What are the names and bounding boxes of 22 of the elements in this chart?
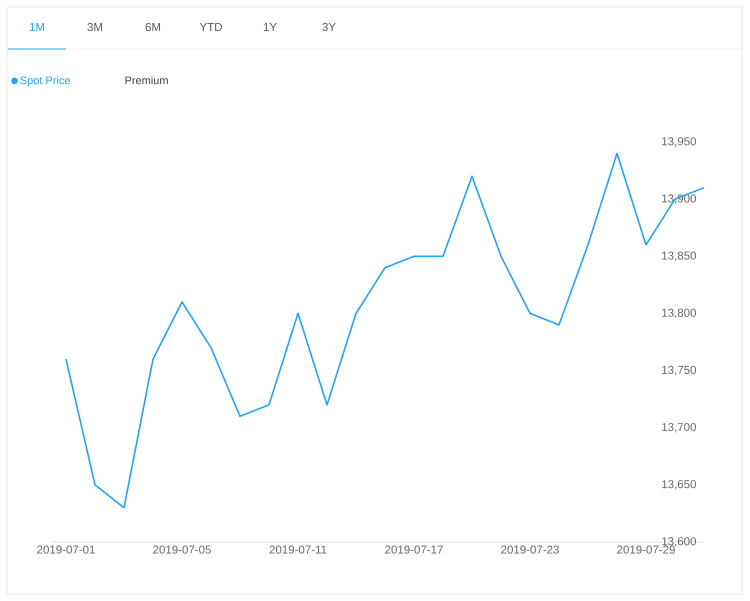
text: Premium — [125, 76, 168, 84]
x-tick-label: 2019-07-29 — [617, 546, 675, 554]
y-tick-label: 13,950 — [662, 137, 696, 147]
y-tick-label: 13,650 — [662, 480, 696, 490]
text: YTD — [200, 23, 222, 31]
x-tick-label: 2019-07-23 — [501, 546, 559, 554]
text: 1Y — [264, 23, 277, 31]
x-tick-label: 2019-07-05 — [153, 546, 211, 554]
legend-label: Spot Price — [20, 76, 70, 86]
y-tick-label: 13,850 — [662, 252, 696, 262]
text: 1M — [30, 23, 44, 31]
x-tick-label: 2019-07-17 — [385, 546, 443, 554]
y-tick-label: 13,600 — [662, 537, 696, 547]
x-tick-label: 2019-07-11 — [270, 546, 326, 554]
x-tick-label: 2019-07-01 — [37, 546, 95, 554]
line-series — [65, 152, 704, 508]
y-tick-label: 13,800 — [662, 308, 696, 318]
text: 6M — [146, 22, 160, 32]
text: 3Y — [322, 22, 336, 32]
text: 3M — [87, 22, 102, 32]
y-tick-label: 13,700 — [662, 422, 696, 432]
y-tick-label: 13,750 — [662, 366, 696, 376]
